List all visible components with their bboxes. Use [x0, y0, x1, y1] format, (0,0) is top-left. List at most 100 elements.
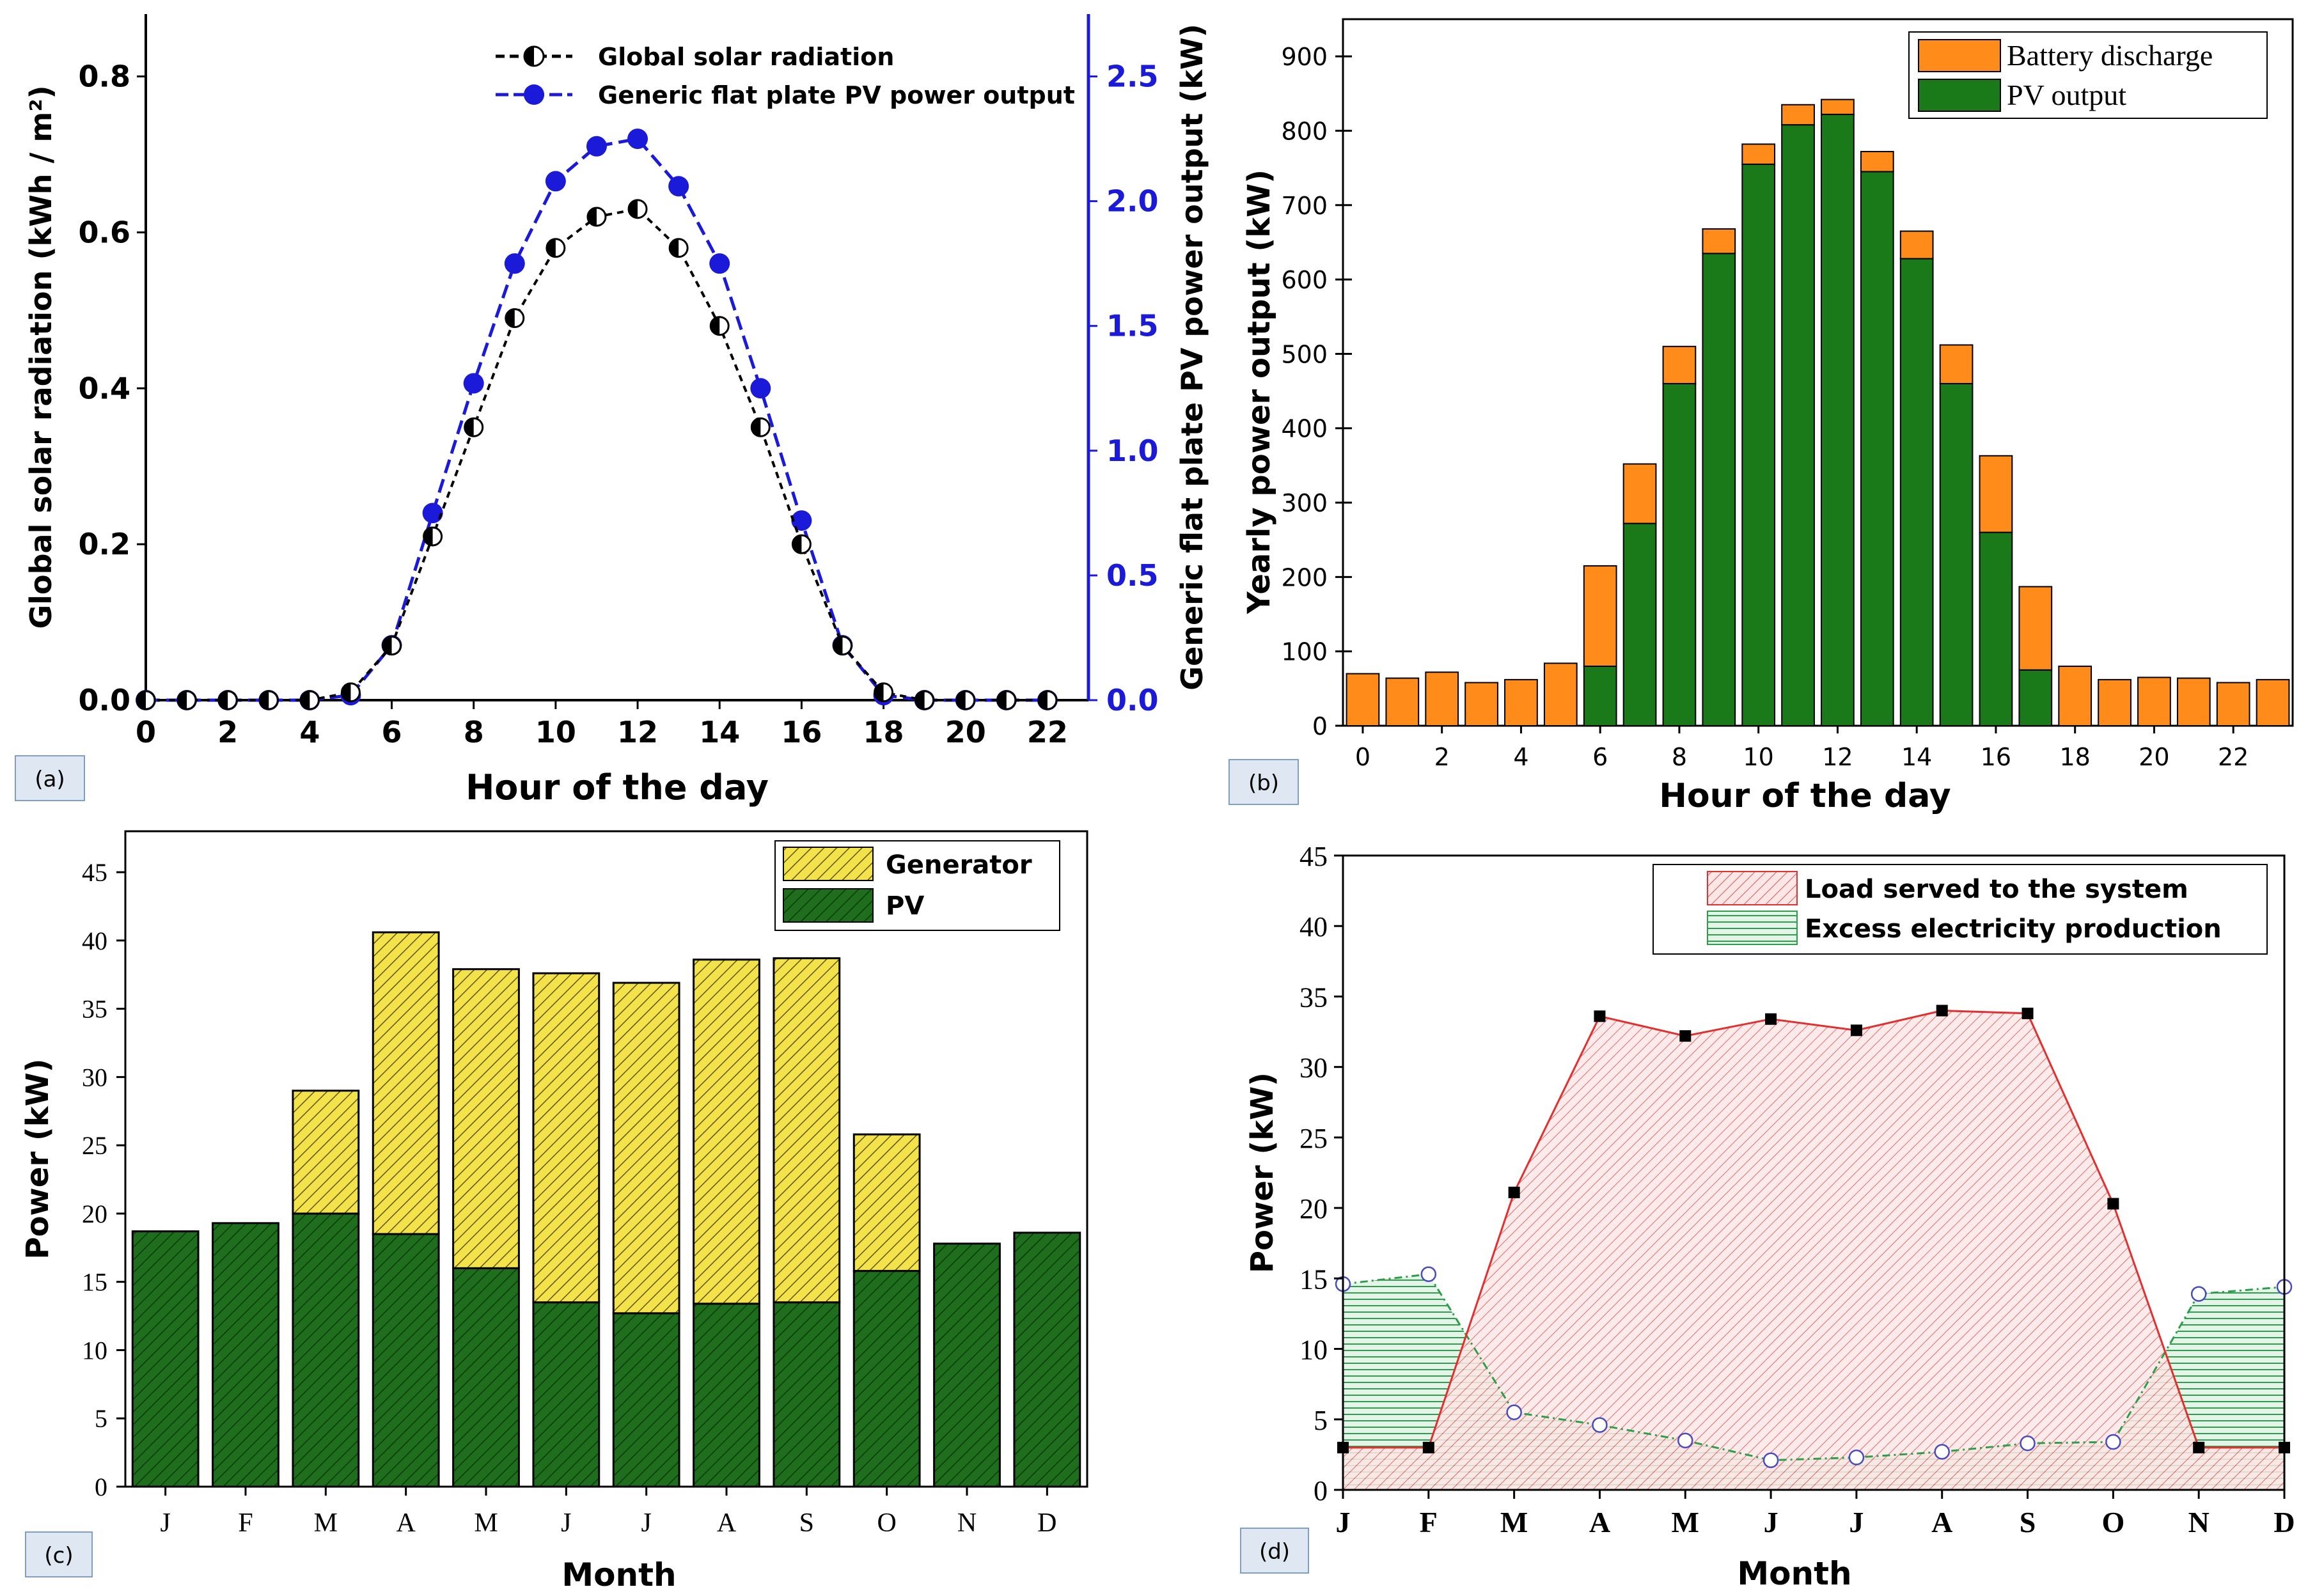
a-radiation-point-half [178, 691, 187, 709]
b-x-tick-label: 4 [1513, 743, 1528, 771]
d-x-tick-label: F [1420, 1506, 1438, 1538]
b-bar-battery [1583, 565, 1617, 667]
b-bar-pv [1979, 531, 2013, 726]
b-x-tick-label: 8 [1672, 743, 1687, 771]
c-y-tick-label: 10 [82, 1336, 107, 1365]
a-radiation-point-half [546, 239, 556, 257]
b-x-tick-label: 18 [2060, 743, 2091, 771]
a-radiation-point-half [915, 691, 925, 709]
b-bar-battery [1781, 104, 1815, 126]
d-x-tick-label: M [1672, 1506, 1699, 1538]
c-bar-generator [452, 968, 520, 1269]
b-x-axis-label: Hour of the day [1659, 777, 1951, 815]
a-radiation-point-half [137, 691, 146, 709]
d-x-tick-label: J [1336, 1506, 1351, 1538]
a-pv-point [750, 378, 771, 399]
c-bar-generator [372, 931, 440, 1235]
a-radiation-point-half [997, 691, 1007, 709]
b-x-tick-label: 20 [2139, 743, 2169, 771]
b-y-tick-label: 500 [1281, 340, 1328, 368]
d-x-tick-label: N [2188, 1506, 2210, 1538]
b-bar-pv [1583, 665, 1617, 727]
c-x-tick-label: F [238, 1508, 253, 1538]
a-legend-radiation-marker-half [524, 47, 534, 66]
c-x-tick-label: A [717, 1508, 737, 1538]
c-bar-generator [852, 1133, 921, 1272]
b-y-tick-label: 600 [1281, 266, 1328, 294]
a-radiation-point-half [423, 527, 433, 545]
c-legend-generator-label: Generator [886, 850, 1032, 880]
d-x-tick-label: O [2101, 1506, 2124, 1538]
d-x-tick-label: M [1500, 1506, 1528, 1538]
d-load-point [2107, 1198, 2119, 1210]
a-x-tick-label: 18 [863, 715, 904, 749]
b-legend-pv-label: PV output [2007, 79, 2126, 111]
d-y-tick-label: 25 [1299, 1123, 1328, 1154]
panel-label-d: (d) [1259, 1539, 1290, 1565]
c-x-axis-label: Month [561, 1556, 676, 1593]
c-x-tick-label: M [474, 1508, 498, 1538]
a-x-tick-label: 22 [1027, 715, 1068, 749]
b-bar-pv [2018, 669, 2053, 727]
b-y-tick-label: 700 [1281, 192, 1328, 220]
c-bar-pv [292, 1212, 360, 1488]
b-bar-battery [2098, 678, 2131, 726]
c-bar-pv [452, 1267, 520, 1488]
c-legend-pv-swatch [783, 888, 874, 923]
d-excess-point [1420, 1266, 1437, 1282]
c-bar-pv [212, 1222, 279, 1488]
d-y-tick-label: 30 [1299, 1052, 1328, 1084]
a-y-tick-label: 0.2 [79, 527, 131, 561]
d-y-tick-label: 5 [1314, 1405, 1328, 1436]
b-x-tick-label: 14 [1901, 743, 1932, 771]
d-excess-point [1762, 1452, 1779, 1468]
b-bar-battery [1504, 678, 1538, 726]
a-y-tick-label: 0.6 [79, 215, 131, 249]
d-excess-point [2105, 1434, 2121, 1450]
b-bar-battery [2176, 677, 2211, 726]
c-bar-generator [532, 972, 601, 1304]
c-bar-pv [532, 1301, 601, 1488]
c-bar-pv [693, 1303, 760, 1488]
a-pv-point [627, 129, 648, 150]
a-radiation-point-half [956, 691, 966, 709]
b-bar-battery [2256, 678, 2290, 726]
d-y-tick-label: 0 [1314, 1475, 1328, 1506]
chart-panel-b: 0 100 200 300 400 500 600 700 800 900 0 2 4 6 8 10 12 14 1… [1241, 18, 2294, 815]
c-x-tick-label: J [160, 1508, 170, 1538]
b-bar-battery [2018, 586, 2053, 671]
b-x-tick-label: 2 [1434, 743, 1450, 771]
c-plot-frame [124, 830, 1088, 1488]
b-bar-battery [1543, 662, 1578, 726]
b-y-axis-label: Yearly power output (kW) [1241, 169, 1277, 614]
b-bar-battery [1464, 682, 1498, 727]
b-bar-pv [1939, 382, 1974, 726]
b-x-tick-label: 0 [1355, 743, 1370, 771]
c-x-tick-label: M [314, 1508, 338, 1538]
d-legend-load-swatch [1707, 871, 1798, 905]
d-y-tick-label: 45 [1299, 841, 1328, 872]
c-y-tick-label: 5 [95, 1404, 107, 1433]
a-pv-point [504, 253, 525, 274]
b-y-tick-label: 800 [1281, 117, 1328, 145]
a-x-axis-label: Hour of the day [466, 767, 769, 808]
b-bar-battery [2137, 677, 2171, 727]
d-excess-point [2020, 1436, 2036, 1451]
panel-label-b-box: (b) [1229, 759, 1299, 805]
b-x-tick-label: 10 [1743, 743, 1774, 771]
b-bar-battery [1702, 228, 1736, 254]
a-y2-axis-label: Generic flat plate PV power output (kW) [1175, 24, 1209, 690]
a-legend-pv-label: Generic flat plate PV power output [598, 81, 1075, 109]
b-x-tick-label: 12 [1822, 743, 1853, 771]
d-x-tick-label: J [1849, 1506, 1864, 1538]
d-x-tick-label: S [2020, 1506, 2036, 1538]
c-bar-pv [612, 1312, 680, 1488]
a-y-tick-label: 0.0 [79, 683, 131, 717]
d-y-tick-label: 10 [1299, 1334, 1328, 1366]
d-legend-excess-label: Excess electricity production [1805, 914, 2222, 944]
a-radiation-point-half [464, 418, 474, 437]
d-load-point [1850, 1024, 1862, 1037]
d-load-point [1422, 1441, 1434, 1453]
d-legend-excess-swatch [1707, 911, 1798, 945]
c-x-tick-label: S [799, 1508, 814, 1538]
